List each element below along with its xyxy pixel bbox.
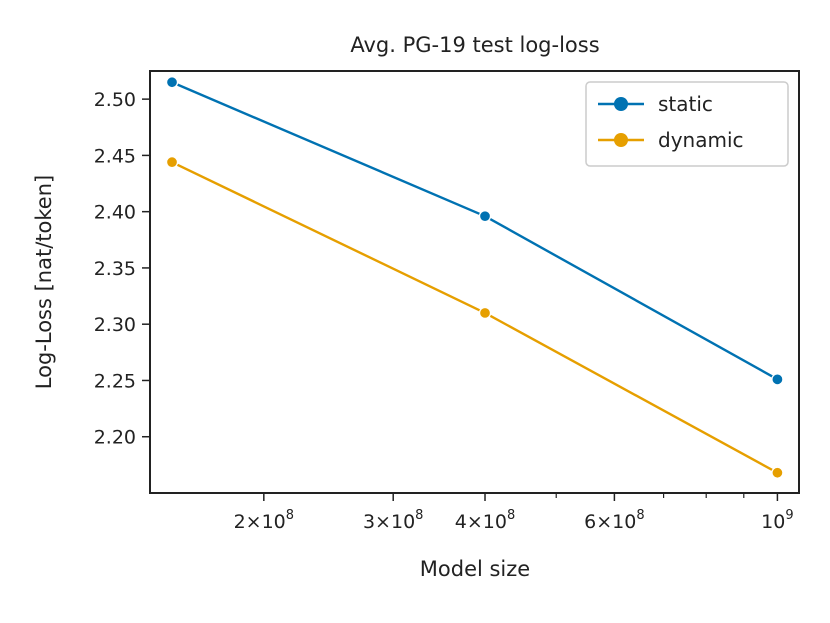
data-point-dynamic <box>165 156 179 169</box>
x-tick-base: 10 <box>761 511 785 533</box>
y-tick-label: 2.50 <box>94 89 136 111</box>
chart-title: Avg. PG-19 test log-loss <box>350 33 599 57</box>
x-tick-exponent: 9 <box>785 508 793 523</box>
y-tick-label: 2.30 <box>94 314 136 336</box>
x-axis-ticks: 2×108 3×108 4×108 6×108 109 <box>234 493 794 533</box>
y-tick-label: 2.25 <box>94 370 136 392</box>
plot-frame <box>149 70 800 494</box>
data-point-static <box>771 373 784 386</box>
x-tick-base: 2×10 <box>234 511 286 533</box>
data-point-dynamic <box>771 466 784 479</box>
data-point-static <box>165 76 179 89</box>
y-axis-ticks: 2.20 2.25 2.30 2.35 2.40 2.45 2.50 <box>94 89 150 449</box>
data-point-dynamic <box>478 306 492 320</box>
y-axis-label: Log-Loss [nat/token] <box>32 175 56 389</box>
x-tick-exponent: 8 <box>636 508 644 523</box>
x-axis-label: Model size <box>420 557 530 581</box>
y-tick-label: 2.45 <box>94 145 136 167</box>
x-tick-exponent: 8 <box>415 508 423 523</box>
x-tick-exponent: 8 <box>286 508 294 523</box>
x-tick-base: 4×10 <box>455 511 507 533</box>
x-tick-base: 6×10 <box>584 511 636 533</box>
y-tick-label: 2.40 <box>94 202 136 224</box>
series-layer <box>165 76 784 479</box>
legend-marker-dynamic <box>614 133 628 147</box>
x-tick-label: 6×108 <box>584 508 644 533</box>
y-tick-label: 2.35 <box>94 258 136 280</box>
x-tick-exponent: 8 <box>507 508 515 523</box>
legend: static dynamic <box>585 81 789 167</box>
x-tick-label: 109 <box>761 508 793 533</box>
x-tick-label: 4×108 <box>455 508 515 533</box>
x-tick-base: 3×10 <box>363 511 415 533</box>
x-tick-label: 3×108 <box>363 508 423 533</box>
x-tick-label: 2×108 <box>234 508 294 533</box>
y-tick-label: 2.20 <box>94 427 136 449</box>
legend-marker-static <box>614 97 628 111</box>
data-point-static <box>478 210 492 223</box>
legend-label-dynamic: dynamic <box>658 128 744 152</box>
legend-label-static: static <box>658 92 713 116</box>
